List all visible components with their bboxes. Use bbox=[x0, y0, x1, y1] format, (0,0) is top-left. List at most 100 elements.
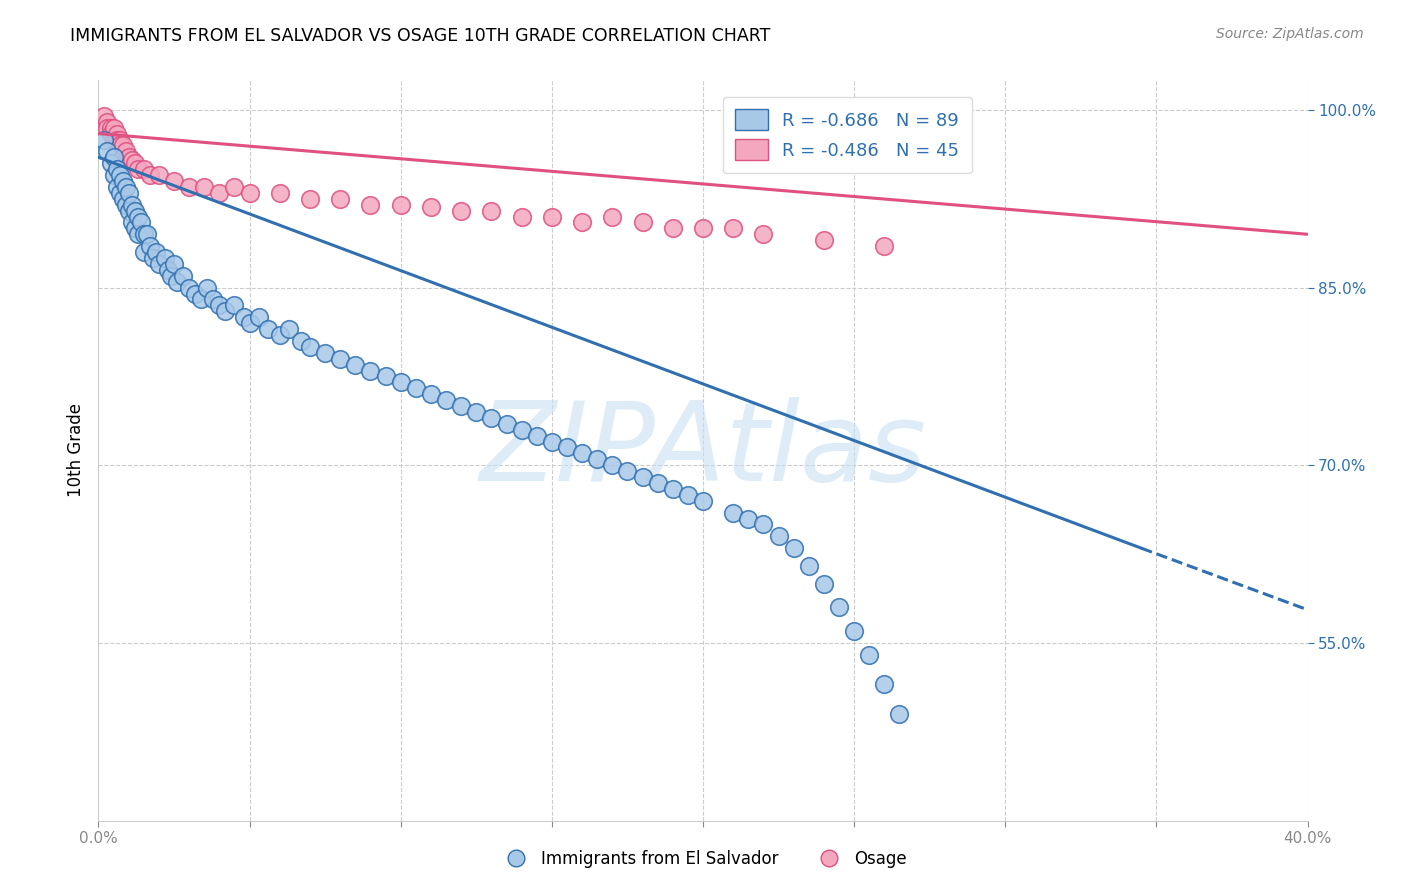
Point bbox=[160, 268, 183, 283]
Point bbox=[752, 227, 775, 242]
Point bbox=[127, 227, 149, 242]
Point bbox=[737, 511, 759, 525]
Point bbox=[121, 215, 143, 229]
Point bbox=[481, 203, 503, 218]
Point bbox=[103, 120, 125, 135]
Point bbox=[111, 192, 134, 206]
Point bbox=[540, 434, 562, 449]
Point bbox=[602, 210, 624, 224]
Point bbox=[195, 280, 218, 294]
Point bbox=[481, 410, 503, 425]
Point bbox=[723, 506, 745, 520]
Point bbox=[616, 464, 638, 478]
Text: Source: ZipAtlas.com: Source: ZipAtlas.com bbox=[1216, 27, 1364, 41]
Point bbox=[586, 452, 609, 467]
Point bbox=[96, 114, 118, 128]
Point bbox=[105, 127, 128, 141]
Point bbox=[153, 251, 176, 265]
Point bbox=[858, 648, 880, 662]
Point bbox=[344, 358, 367, 372]
Point bbox=[844, 624, 866, 639]
Point bbox=[105, 132, 128, 146]
Point bbox=[269, 328, 291, 343]
Point bbox=[571, 215, 593, 229]
Point bbox=[156, 262, 179, 277]
Point bbox=[752, 517, 775, 532]
Point bbox=[873, 677, 896, 691]
Point bbox=[224, 180, 246, 194]
Point bbox=[239, 186, 262, 200]
Point bbox=[96, 145, 118, 159]
Point bbox=[647, 476, 669, 491]
Point bbox=[114, 180, 136, 194]
Point bbox=[100, 127, 122, 141]
Point bbox=[405, 381, 427, 395]
Point bbox=[93, 109, 115, 123]
Point bbox=[105, 162, 128, 177]
Point bbox=[145, 245, 167, 260]
Point bbox=[214, 304, 236, 318]
Point bbox=[269, 186, 291, 200]
Point bbox=[631, 215, 654, 229]
Point bbox=[797, 558, 820, 573]
Point bbox=[256, 322, 278, 336]
Point bbox=[692, 221, 714, 235]
Point bbox=[100, 120, 122, 135]
Point bbox=[166, 275, 188, 289]
Point bbox=[179, 280, 201, 294]
Point bbox=[389, 376, 412, 390]
Point bbox=[232, 310, 254, 325]
Point bbox=[111, 174, 134, 188]
Point bbox=[329, 351, 352, 366]
Point bbox=[114, 197, 136, 211]
Point bbox=[208, 186, 231, 200]
Point bbox=[132, 162, 155, 177]
Point bbox=[100, 156, 122, 170]
Point bbox=[661, 221, 683, 235]
Point bbox=[510, 210, 533, 224]
Point bbox=[108, 132, 131, 146]
Point bbox=[299, 340, 322, 354]
Point bbox=[290, 334, 312, 348]
Point bbox=[105, 180, 128, 194]
Legend: Immigrants from El Salvador, Osage: Immigrants from El Salvador, Osage bbox=[494, 844, 912, 875]
Point bbox=[163, 257, 186, 271]
Point bbox=[495, 417, 517, 431]
Point bbox=[465, 405, 488, 419]
Point bbox=[118, 150, 141, 164]
Point bbox=[555, 441, 578, 455]
Point bbox=[127, 210, 149, 224]
Point bbox=[299, 192, 322, 206]
Point bbox=[314, 345, 336, 359]
Point bbox=[374, 369, 396, 384]
Y-axis label: 10th Grade: 10th Grade bbox=[66, 403, 84, 498]
Text: ZIPAtlas: ZIPAtlas bbox=[479, 397, 927, 504]
Point bbox=[420, 200, 443, 214]
Point bbox=[96, 120, 118, 135]
Point bbox=[124, 203, 146, 218]
Point bbox=[389, 197, 412, 211]
Point bbox=[163, 174, 186, 188]
Point bbox=[450, 203, 472, 218]
Point bbox=[420, 387, 443, 401]
Point bbox=[239, 316, 262, 330]
Point bbox=[661, 482, 683, 496]
Point bbox=[873, 239, 896, 253]
Point bbox=[142, 251, 165, 265]
Point bbox=[676, 488, 699, 502]
Point bbox=[124, 156, 146, 170]
Legend: R = -0.686   N = 89, R = -0.486   N = 45: R = -0.686 N = 89, R = -0.486 N = 45 bbox=[723, 96, 972, 173]
Point bbox=[889, 706, 911, 721]
Point bbox=[450, 399, 472, 413]
Point bbox=[139, 239, 162, 253]
Point bbox=[692, 493, 714, 508]
Point bbox=[118, 186, 141, 200]
Point bbox=[127, 162, 149, 177]
Point bbox=[202, 293, 225, 307]
Point bbox=[723, 221, 745, 235]
Point bbox=[121, 197, 143, 211]
Point bbox=[179, 180, 201, 194]
Point bbox=[571, 446, 593, 460]
Point bbox=[360, 197, 382, 211]
Point bbox=[103, 150, 125, 164]
